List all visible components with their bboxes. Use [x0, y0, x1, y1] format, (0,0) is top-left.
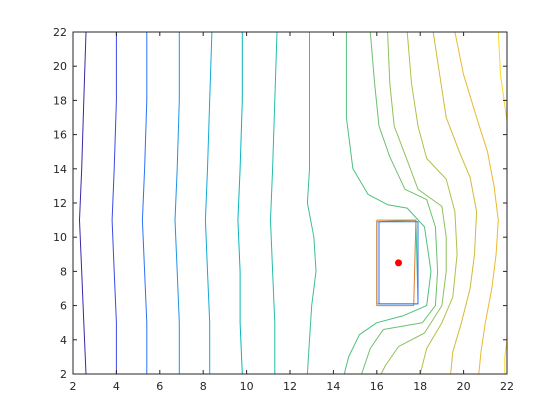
- y-tick-label: 4: [60, 334, 67, 347]
- y-tick-label: 6: [60, 300, 67, 313]
- contour-line: [406, 31, 458, 375]
- x-tick-label: 6: [156, 380, 163, 393]
- x-tick-label: 2: [70, 380, 77, 393]
- contour-line: [432, 31, 478, 375]
- contour-line: [378, 221, 419, 305]
- contour-line: [111, 32, 117, 374]
- x-tick-label: 22: [500, 380, 514, 393]
- y-tick-label: 22: [53, 26, 67, 39]
- y-tick-label: 12: [53, 197, 67, 210]
- plot-area: [79, 31, 508, 375]
- marker-point: [395, 259, 402, 267]
- y-tick-label: 2: [60, 368, 67, 381]
- contour-line: [237, 32, 243, 375]
- y-tick-label: 14: [53, 163, 67, 176]
- x-tick-label: 20: [457, 380, 471, 393]
- contour-line: [504, 339, 508, 374]
- contour-line: [79, 31, 87, 375]
- contour-line: [204, 31, 213, 374]
- contour-line: [174, 32, 180, 374]
- contour-line: [141, 32, 148, 374]
- y-axis: 2 4 6 8 10 12 14 16 18 20 22: [53, 26, 507, 381]
- contour-line: [380, 31, 447, 375]
- contour-line: [361, 31, 439, 375]
- y-tick-label: 10: [53, 231, 67, 244]
- x-tick-label: 18: [413, 380, 427, 393]
- contour-line: [343, 32, 432, 375]
- x-tick-label: 14: [326, 380, 340, 393]
- x-tick-label: 10: [240, 380, 254, 393]
- y-tick-label: 18: [53, 94, 67, 107]
- contour-line: [270, 31, 278, 374]
- x-tick-label: 12: [283, 380, 297, 393]
- y-tick-label: 8: [60, 265, 67, 278]
- contour-line: [376, 219, 417, 307]
- contour-line: [454, 31, 499, 375]
- x-axis: 2 4 6 8 10 12 14 16 18 20 22: [70, 32, 514, 393]
- contour-line: [497, 31, 508, 121]
- y-tick-label: 20: [53, 60, 67, 73]
- y-tick-label: 16: [53, 129, 67, 142]
- x-tick-label: 16: [370, 380, 384, 393]
- x-tick-label: 8: [200, 380, 207, 393]
- x-tick-label: 4: [113, 380, 120, 393]
- contour-line: [306, 32, 317, 375]
